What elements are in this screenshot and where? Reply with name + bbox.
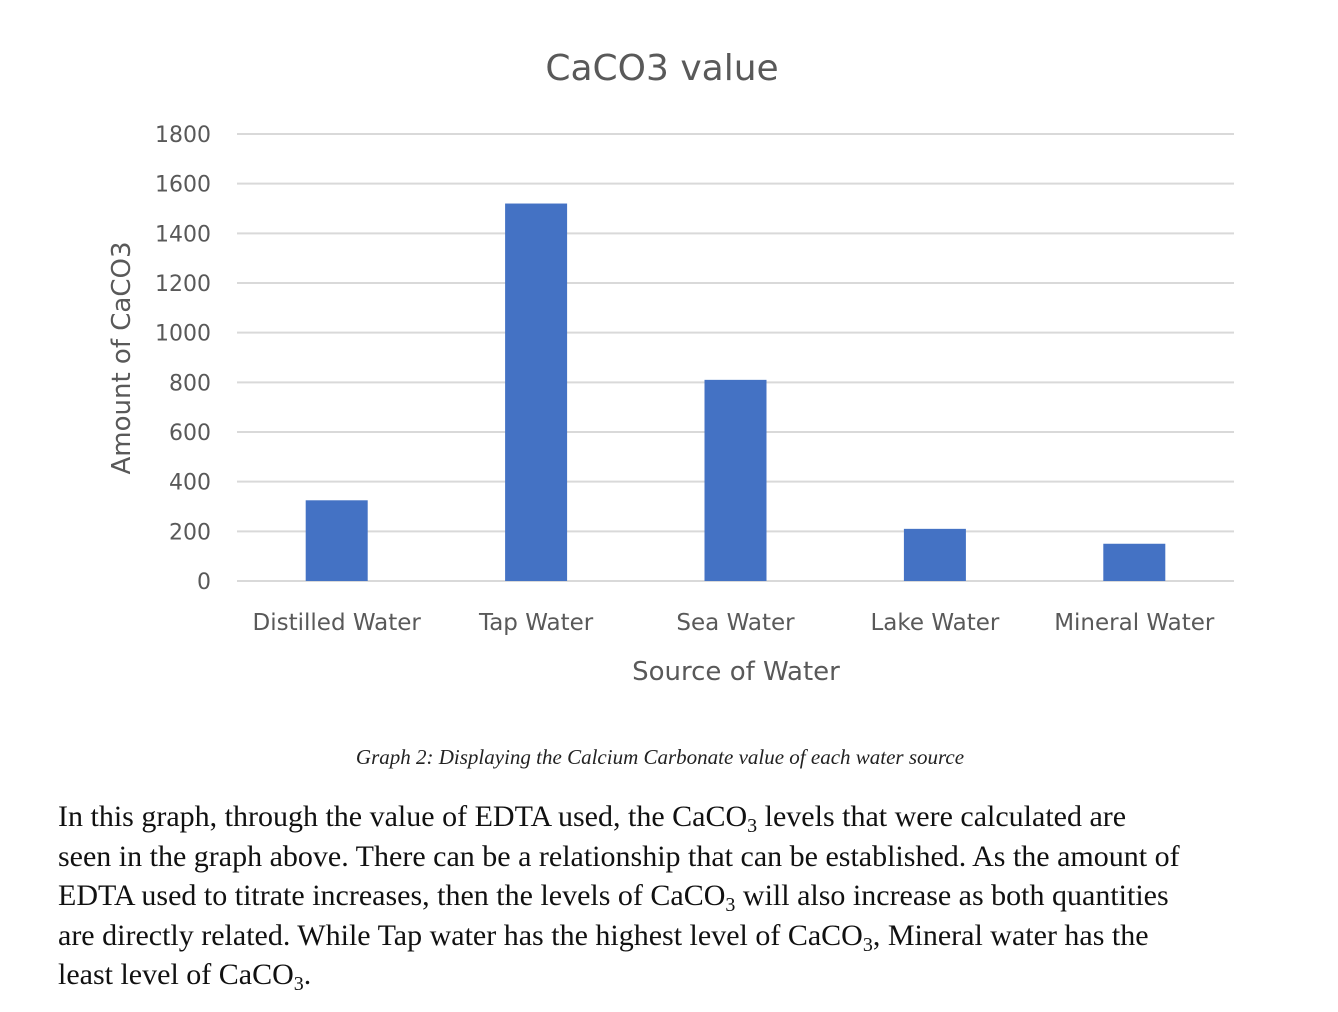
paragraph-text: EDTA used to titrate increases, then the… xyxy=(58,879,726,912)
bar xyxy=(704,379,767,581)
subscript: 3 xyxy=(725,894,736,916)
y-axis-ticks: 0 200 400 600 800 1000 1200 1400 1600 1800 xyxy=(155,123,211,595)
paragraph-text: levels that were calculated are xyxy=(757,800,1127,833)
y-tick-label: 800 xyxy=(169,371,211,396)
paragraph-text: will also increase as both quantities xyxy=(735,879,1169,912)
bar xyxy=(903,528,966,581)
y-tick-label: 1800 xyxy=(155,123,211,148)
paragraph-line: least level of CaCO3. xyxy=(58,955,1308,995)
x-category-label: Tap Water xyxy=(478,610,594,636)
x-category-label: Sea Water xyxy=(676,610,795,636)
paragraph-text: . xyxy=(303,958,312,991)
paragraph-text: , Mineral water has the xyxy=(872,918,1149,952)
y-tick-label: 1200 xyxy=(155,272,211,297)
subscript: 3 xyxy=(747,815,758,837)
x-category-label: Distilled Water xyxy=(253,610,422,636)
y-tick-label: 600 xyxy=(169,421,211,446)
paragraph-text: seen in the graph above. There can be a … xyxy=(58,839,1180,873)
bar xyxy=(305,500,368,581)
bar xyxy=(505,203,568,582)
y-tick-label: 1400 xyxy=(155,222,211,247)
y-tick-label: 1000 xyxy=(155,322,211,347)
paragraph-text: In this graph, through the value of EDTA… xyxy=(58,800,748,833)
y-tick-label: 200 xyxy=(169,520,211,545)
chart-title: CaCO3 value xyxy=(545,48,778,89)
paragraph-line: In this graph, through the value of EDTA… xyxy=(58,797,1308,837)
bar-chart: 0 200 400 600 800 1000 1200 1400 1600 1800 Distil… xyxy=(107,48,1234,687)
paragraph-line: EDTA used to titrate increases, then the… xyxy=(58,876,1308,916)
paragraph-line: are directly related. While Tap water ha… xyxy=(58,916,1308,956)
paragraph-line: seen in the graph above. There can be a … xyxy=(58,837,1308,877)
bars xyxy=(305,203,1166,582)
bar xyxy=(1103,543,1166,581)
y-axis-title: Amount of CaCO3 xyxy=(107,241,137,474)
x-axis-title: Source of Water xyxy=(632,657,840,687)
analysis-paragraph: In this graph, through the value of EDTA… xyxy=(58,797,1308,995)
figure-caption: Graph 2: Displaying the Calcium Carbonat… xyxy=(355,745,965,769)
paragraph-text: are directly related. While Tap water ha… xyxy=(58,918,863,952)
x-axis-labels: Distilled Water Tap Water Sea Water Lake Wa… xyxy=(253,610,1215,636)
x-category-label: Lake Water xyxy=(870,610,999,636)
y-tick-label: 1600 xyxy=(155,173,211,198)
y-tick-label: 0 xyxy=(197,570,211,595)
paragraph-text: least level of CaCO xyxy=(58,958,294,991)
y-tick-label: 400 xyxy=(169,471,211,496)
x-category-label: Mineral Water xyxy=(1054,610,1215,636)
subscript: 3 xyxy=(293,973,304,995)
subscript: 3 xyxy=(862,933,873,956)
